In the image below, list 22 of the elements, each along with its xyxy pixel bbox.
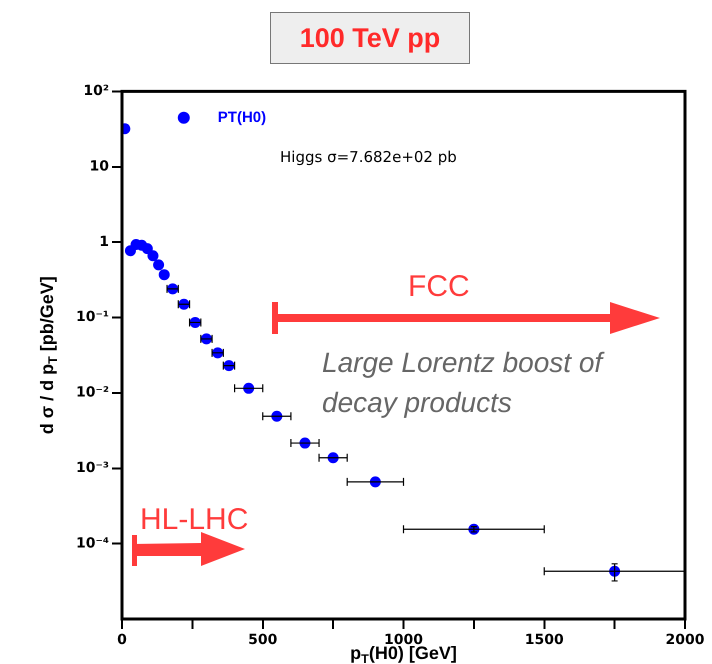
y-tick-label: 10²	[83, 83, 109, 100]
annotation: Higgs σ=7.682e+02 pb	[280, 148, 457, 166]
y-tick-label: 10⁻³	[76, 460, 109, 476]
y-tick-label: 10⁻¹	[76, 309, 109, 326]
y-tick-label: 1	[99, 234, 109, 250]
y-tick-label: 10	[90, 158, 110, 174]
y-axis-title: d σ / d pT [pb/GeV]	[36, 276, 60, 434]
x-tick-label: 500	[248, 632, 278, 648]
annotation: HL-LHC	[140, 503, 248, 537]
chart-title: 100 TeV pp	[270, 12, 470, 64]
point	[142, 243, 153, 254]
point	[147, 250, 158, 262]
annotation: Large Lorentz boost of decay products	[322, 346, 606, 420]
x-tick-label: 2000	[666, 632, 705, 648]
legend-label: PT(H0)	[218, 108, 266, 126]
y-tick-label: 10⁻²	[76, 384, 109, 401]
point	[153, 259, 164, 270]
y-tick-label: 10⁻⁴	[76, 535, 109, 552]
annotation: FCC	[408, 270, 470, 304]
point	[158, 269, 170, 280]
x-tick-label: 1500	[524, 632, 564, 648]
x-tick-label: 0	[117, 632, 128, 648]
